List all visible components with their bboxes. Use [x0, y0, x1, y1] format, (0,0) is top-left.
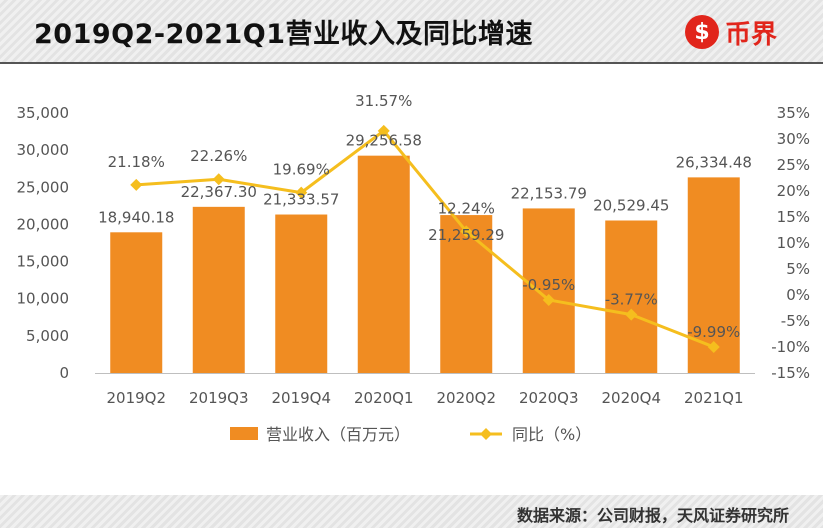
yoy-value-label: 12.24% [438, 199, 495, 217]
yoy-marker [212, 173, 225, 186]
x-tick-label: 2020Q4 [601, 389, 661, 407]
yoy-value-label: 31.57% [355, 92, 412, 110]
y-left-tick: 5,000 [26, 327, 69, 345]
bar-value-label: 20,529.45 [593, 196, 669, 214]
yoy-marker [130, 178, 143, 191]
bar [605, 220, 658, 373]
x-tick-label: 2020Q3 [519, 389, 579, 407]
y-right-tick: -15% [771, 364, 810, 382]
yoy-value-label: 21.18% [108, 153, 165, 171]
bar-value-label: 26,334.48 [676, 153, 752, 171]
y-left-tick: 20,000 [17, 215, 70, 233]
yoy-marker [542, 293, 555, 306]
yoy-value-label: -3.77% [605, 291, 658, 309]
x-tick-label: 2019Q3 [189, 389, 249, 407]
y-left-tick: 35,000 [17, 104, 70, 122]
legend-line-label: 同比（%） [512, 425, 591, 444]
legend-bar-swatch [230, 427, 258, 440]
bar [110, 232, 163, 373]
yoy-line [136, 129, 715, 349]
brand-logo: $ 币界 [685, 12, 777, 52]
bar-value-label: 21,333.57 [263, 191, 339, 209]
bar-value-label: 18,940.18 [98, 208, 174, 226]
bar [440, 215, 493, 373]
bar-value-label: 22,367.30 [181, 183, 257, 201]
y-right-tick: -5% [781, 312, 810, 330]
logo-text: 币界 [725, 19, 778, 50]
bar-value-label: 21,259.29 [428, 226, 504, 244]
yoy-value-label: -9.99% [687, 323, 740, 341]
bar [522, 208, 575, 373]
y-left-tick: 25,000 [17, 178, 70, 196]
footer-bar [0, 495, 823, 528]
y-left-tick: 30,000 [17, 141, 70, 159]
yoy-marker [377, 124, 390, 137]
bar [357, 155, 410, 373]
x-tick-label: 2020Q2 [436, 389, 496, 407]
bar [275, 214, 328, 373]
bar-value-label: 29,256.58 [346, 132, 422, 150]
yoy-marker [625, 308, 638, 321]
y-right-tick: 15% [777, 208, 810, 226]
legend-bar-label: 营业收入（百万元） [266, 425, 410, 444]
revenue-yoy-chart: 0 5,000 10,000 15,000 20,000 25,000 30,000 35,0… [17, 92, 811, 444]
y-right-tick: 30% [777, 130, 810, 148]
page-title: 2019Q2-2021Q1营业收入及同比增速 [34, 19, 533, 50]
y-right-tick: 25% [777, 156, 810, 174]
y-right-tick: 5% [786, 260, 810, 278]
y-left-tick: 0 [59, 364, 69, 382]
y-left-tick: 15,000 [17, 253, 70, 271]
x-tick-label: 2019Q2 [106, 389, 166, 407]
y-right-tick: 20% [777, 182, 810, 200]
yoy-value-label: 19.69% [273, 161, 330, 179]
bar-value-label: 22,153.79 [511, 184, 587, 202]
y-right-tick: -10% [771, 338, 810, 356]
yoy-value-label: -0.95% [522, 276, 575, 294]
x-tick-label: 2020Q1 [354, 389, 414, 407]
header-divider [0, 62, 823, 64]
yoy-value-label: 22.26% [190, 147, 247, 165]
data-source: 数据来源：公司财报，天风证券研究所 [516, 506, 789, 525]
y-right-tick: 10% [777, 234, 810, 252]
y-left-tick: 10,000 [17, 290, 70, 308]
y-right-tick: 0% [786, 286, 810, 304]
yoy-marker [295, 186, 308, 199]
x-tick-label: 2019Q4 [271, 389, 331, 407]
legend-line-marker [480, 428, 492, 440]
yoy-marker [460, 225, 473, 238]
x-tick-label: 2021Q1 [684, 389, 744, 407]
y-right-tick: 35% [777, 104, 810, 122]
yoy-marker [707, 340, 720, 353]
dollar-icon: $ [685, 15, 719, 49]
bar [192, 206, 245, 373]
